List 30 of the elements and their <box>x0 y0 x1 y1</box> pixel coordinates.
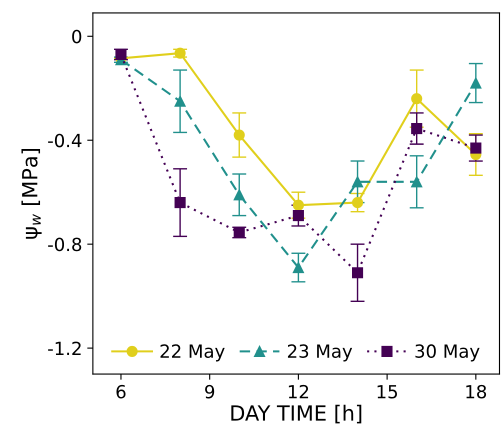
y-tick-label: -0.4 <box>48 134 82 148</box>
point <box>174 96 186 107</box>
x-axis-title: DAY TIME [h] <box>231 404 362 424</box>
point <box>234 129 245 141</box>
y-tick-label: 0 <box>72 30 82 44</box>
point <box>174 48 186 59</box>
legend-label: 30 May <box>415 344 480 362</box>
point <box>470 142 482 154</box>
x-tick-label: 18 <box>466 384 486 398</box>
point <box>352 267 364 278</box>
legend-label: 22 May <box>160 344 225 362</box>
point <box>411 176 422 188</box>
x-tick-label: 12 <box>288 384 308 398</box>
y-tick-label: -1.2 <box>48 342 81 355</box>
x-tick-label: 15 <box>378 385 398 398</box>
point <box>292 210 304 222</box>
y-tick-label: -0.8 <box>48 238 82 252</box>
point <box>292 262 304 274</box>
point <box>470 78 482 89</box>
y-axis-title: ψ$_{w}$ [MPa] <box>21 149 42 239</box>
point <box>234 189 245 200</box>
point <box>352 197 364 208</box>
point <box>411 122 422 134</box>
point <box>352 176 364 188</box>
point <box>174 197 186 208</box>
point <box>411 93 422 104</box>
x-tick-label: 6 <box>116 384 126 398</box>
x-tick-label: 9 <box>205 384 214 398</box>
legend-label: 23 May <box>288 344 352 362</box>
point <box>292 200 304 211</box>
